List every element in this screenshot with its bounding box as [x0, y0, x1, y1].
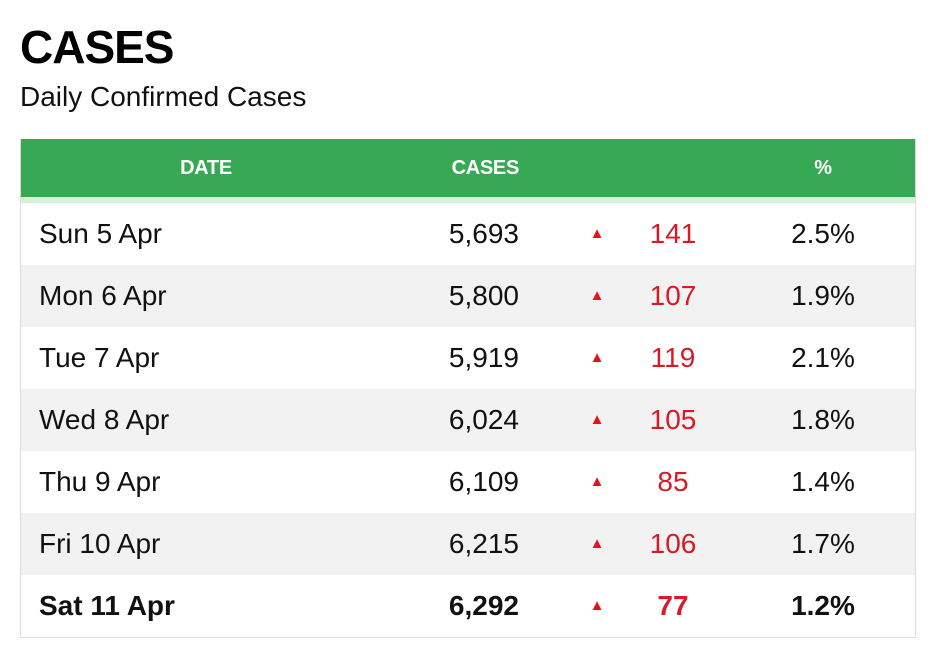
- row-cases: 6,024: [448, 404, 519, 435]
- increase-arrow-icon: ▲: [589, 349, 605, 366]
- table-row: Tue 7 Apr 5,919 ▲ 119 2.1%: [21, 327, 915, 389]
- row-change: 105: [649, 404, 697, 435]
- row-percent: 1.4%: [791, 466, 855, 497]
- table-row: Thu 9 Apr 6,109 ▲ 85 1.4%: [21, 451, 915, 513]
- row-percent: 1.2%: [791, 590, 855, 621]
- table-row: Mon 6 Apr 5,800 ▲ 107 1.9%: [21, 265, 915, 327]
- row-change: 85: [657, 466, 689, 497]
- row-change: 141: [649, 218, 697, 249]
- page-subtitle: Daily Confirmed Cases: [20, 81, 307, 112]
- row-cases: 5,800: [448, 280, 519, 311]
- row-cases: 6,109: [448, 466, 519, 497]
- row-date: Mon 6 Apr: [39, 280, 167, 311]
- row-cases: 5,693: [448, 218, 519, 249]
- row-cases: 6,292: [448, 590, 519, 621]
- row-change: 107: [649, 280, 697, 311]
- row-date: Wed 8 Apr: [39, 404, 170, 435]
- column-header-cases: CASES: [451, 157, 520, 179]
- column-header-percent: %: [814, 157, 832, 179]
- column-header-date: DATE: [180, 157, 232, 179]
- row-date: Sun 5 Apr: [39, 218, 162, 249]
- table-row: Sun 5 Apr 5,693 ▲ 141 2.5%: [21, 203, 915, 265]
- increase-arrow-icon: ▲: [589, 287, 605, 304]
- row-date: Sat 11 Apr: [39, 590, 175, 621]
- increase-arrow-icon: ▲: [589, 535, 605, 552]
- cases-table: DATE CASES % Sun 5 Apr 5,693 ▲ 141 2.5% …: [20, 139, 916, 638]
- page-title: CASES: [20, 21, 174, 73]
- table-body: Sun 5 Apr 5,693 ▲ 141 2.5% Mon 6 Apr 5,8…: [21, 203, 915, 637]
- table-row: Fri 10 Apr 6,215 ▲ 106 1.7%: [21, 513, 915, 575]
- increase-arrow-icon: ▲: [589, 411, 605, 428]
- row-date: Tue 7 Apr: [39, 342, 160, 373]
- row-cases: 5,919: [448, 342, 519, 373]
- row-cases: 6,215: [448, 528, 519, 559]
- row-change: 77: [657, 590, 689, 621]
- increase-arrow-icon: ▲: [589, 597, 605, 614]
- increase-arrow-icon: ▲: [589, 225, 605, 242]
- increase-arrow-icon: ▲: [589, 473, 605, 490]
- row-date: Thu 9 Apr: [39, 466, 161, 497]
- row-percent: 2.1%: [791, 342, 855, 373]
- row-change: 119: [650, 342, 696, 373]
- table-row: Wed 8 Apr 6,024 ▲ 105 1.8%: [21, 389, 915, 451]
- row-percent: 1.7%: [791, 528, 855, 559]
- row-change: 106: [649, 528, 697, 559]
- row-percent: 1.8%: [791, 404, 855, 435]
- row-percent: 2.5%: [791, 218, 855, 249]
- table-header: DATE CASES %: [21, 139, 915, 203]
- row-percent: 1.9%: [791, 280, 855, 311]
- table-row-latest: Sat 11 Apr 6,292 ▲ 77 1.2%: [21, 575, 915, 637]
- row-date: Fri 10 Apr: [39, 528, 161, 559]
